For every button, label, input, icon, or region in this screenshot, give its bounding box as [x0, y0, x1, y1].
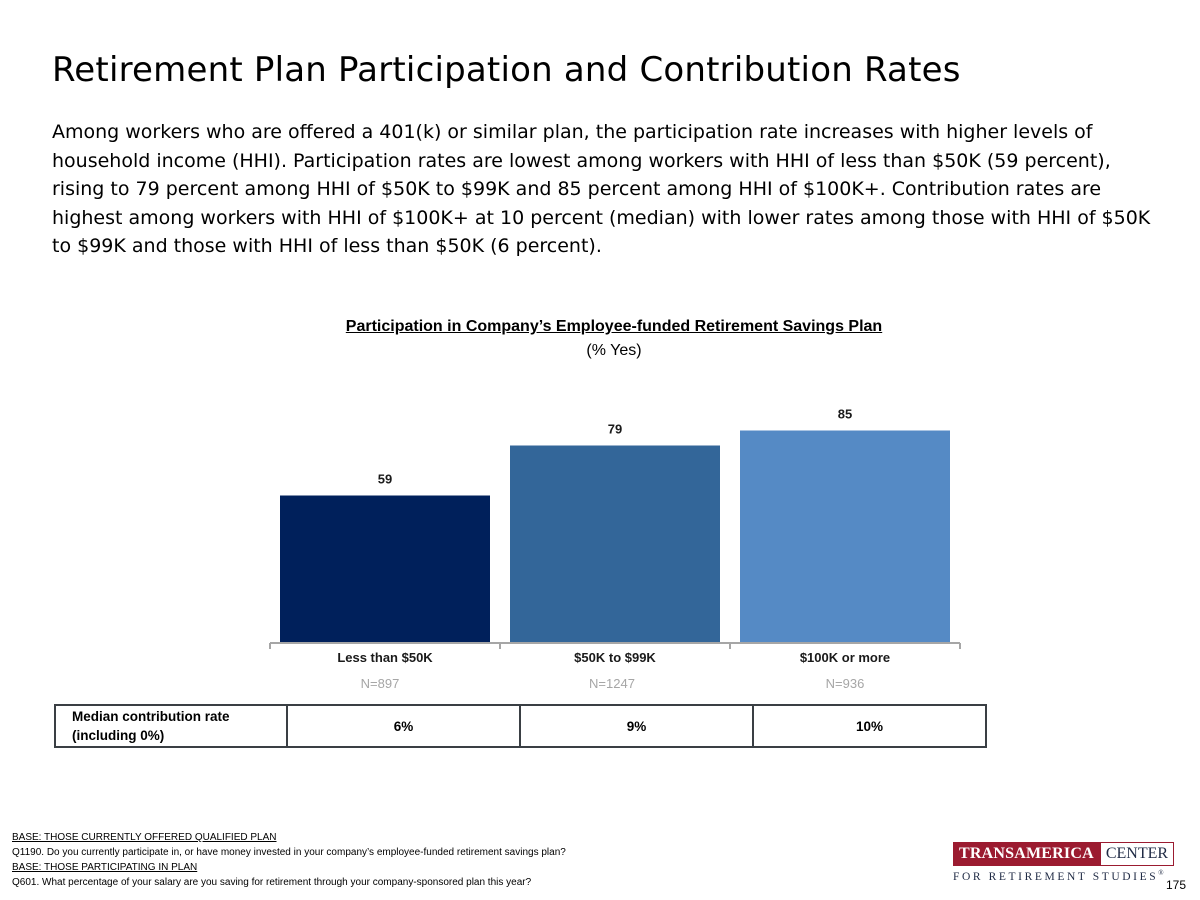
table-row: Median contribution rate (including 0%) … — [54, 704, 987, 748]
chart-title: Participation in Company’s Employee-fund… — [345, 318, 883, 335]
table-cell: 6% — [286, 704, 521, 748]
footnote-base: BASE: THOSE CURRENTLY OFFERED QUALIFIED … — [12, 832, 277, 843]
intro-paragraph: Among workers who are offered a 401(k) o… — [52, 121, 1151, 257]
transamerica-logo: TRANSAMERICA CENTER FOR RETIREMENT STUDI… — [953, 842, 1175, 883]
page-title: Retirement Plan Participation and Contri… — [52, 50, 961, 90]
sample-size-label: N=936 — [825, 676, 865, 691]
chart-subtitle: (% Yes) — [586, 342, 642, 359]
table-cell: 9% — [519, 704, 754, 748]
footnote-question: Q601. What percentage of your salary are… — [12, 877, 532, 888]
x-tick-label: $50K to $99K — [574, 650, 656, 665]
page-number: 175 — [1165, 878, 1186, 892]
logo-subtitle: FOR RETIREMENT STUDIES® — [953, 869, 1164, 883]
table-cell: 10% — [752, 704, 987, 748]
footnote-question: Q1190. Do you currently participate in, … — [12, 847, 566, 858]
footnote-base: BASE: THOSE PARTICIPATING IN PLAN — [12, 862, 198, 873]
x-tick-label: Less than $50K — [337, 650, 433, 665]
bar-value-label: 85 — [838, 407, 852, 422]
sample-size-label: N=1247 — [589, 676, 635, 691]
logo-center: CENTER — [1099, 842, 1175, 866]
logo-brand: TRANSAMERICA — [953, 842, 1100, 866]
contribution-rate-table: Median contribution rate (including 0%) … — [54, 704, 987, 748]
sample-size-label: N=897 — [360, 676, 400, 691]
bar — [740, 430, 950, 643]
bar-value-label: 79 — [608, 422, 622, 437]
bar — [280, 495, 490, 643]
bar — [510, 445, 720, 643]
table-row-label: Median contribution rate (including 0%) — [54, 704, 288, 748]
x-tick-label: $100K or more — [800, 650, 890, 665]
footnotes: BASE: THOSE CURRENTLY OFFERED QUALIFIED … — [12, 830, 566, 890]
bar-value-label: 59 — [378, 472, 392, 487]
